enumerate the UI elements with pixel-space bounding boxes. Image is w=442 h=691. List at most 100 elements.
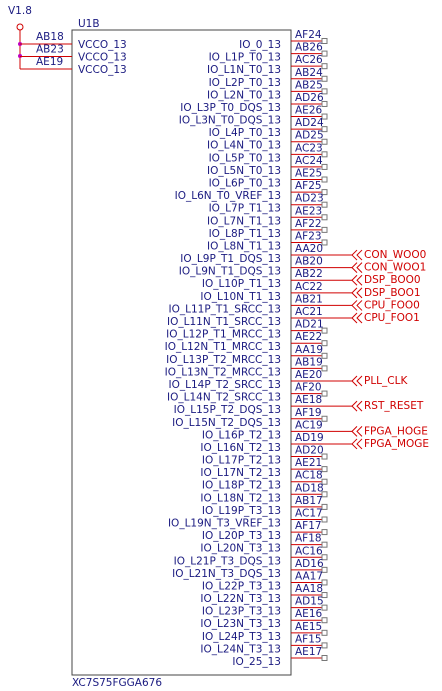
pin-number: AC16 xyxy=(295,545,323,557)
pin-number: AA20 xyxy=(295,243,323,255)
pin-number: AC19 xyxy=(295,419,323,431)
pin-number: AE25 xyxy=(295,168,322,180)
no-connect xyxy=(321,189,328,196)
pin-number: AE18 xyxy=(295,394,322,406)
pin-name: IO_L19P_T3_13 xyxy=(202,505,281,517)
pin-number: AA19 xyxy=(295,344,323,356)
pin-name: IO_L24N_T3_13 xyxy=(200,643,281,655)
pin-name: IO_L3N_T0_DQS_13 xyxy=(179,115,281,127)
net-flag xyxy=(351,375,363,387)
no-connect xyxy=(321,554,328,561)
pin-name: IO_L1N_T0_13 xyxy=(207,64,281,76)
pin-name: IO_L8P_T1_13 xyxy=(209,228,281,240)
net-flag xyxy=(351,425,363,437)
pin-name: IO_L12N_T1_MRCC_13 xyxy=(165,341,281,353)
pin-name: IO_L6N_T0_VREF_13 xyxy=(175,190,281,202)
no-connect xyxy=(321,63,328,70)
pin-number: AF22 xyxy=(295,218,322,230)
pin-number: AF24 xyxy=(295,29,322,41)
no-connect xyxy=(321,50,328,57)
pin-name: IO_L23N_T3_13 xyxy=(200,618,281,630)
pin-name: IO_L11N_T1_SRCC_13 xyxy=(167,316,281,328)
no-connect xyxy=(321,629,328,636)
no-connect xyxy=(321,503,328,510)
pin-name: IO_L4P_T0_13 xyxy=(209,127,281,139)
net-flag xyxy=(351,312,363,324)
no-connect xyxy=(321,151,328,158)
pin-name: IO_25_13 xyxy=(232,656,281,668)
pin-number: AD19 xyxy=(295,432,324,444)
no-connect xyxy=(321,604,328,611)
pin-number: AC26 xyxy=(295,54,323,66)
pin-number: AD23 xyxy=(295,193,324,205)
pin-name: IO_L22P_T3_13 xyxy=(202,580,281,592)
pin-name: IO_L9P_T1_DQS_13 xyxy=(180,253,281,265)
pin-number: AD24 xyxy=(295,117,324,129)
pin-name: IO_L20N_T3_13 xyxy=(200,543,281,555)
pin-name: IO_L10P_T1_13 xyxy=(202,278,281,290)
pin-name: IO_L14N_T2_SRCC_13 xyxy=(167,392,281,404)
pin-number: AD25 xyxy=(295,130,324,142)
pin-number: AE16 xyxy=(295,608,322,620)
pin-number: AF23 xyxy=(295,230,322,242)
net-label: DSP_BOO1 xyxy=(364,287,421,299)
no-connect xyxy=(321,201,328,208)
pin-name: IO_L14P_T2_SRCC_13 xyxy=(169,379,281,391)
pin-number: AA17 xyxy=(295,570,323,582)
component-body xyxy=(71,29,292,676)
pin-number: AB17 xyxy=(295,495,323,507)
pin-number: AB19 xyxy=(295,356,323,368)
no-connect xyxy=(321,75,328,82)
net-label: DSP_BOO0 xyxy=(364,274,421,286)
no-connect xyxy=(321,38,328,44)
pin-number: AF25 xyxy=(295,180,322,192)
net-label: CON_WOO1 xyxy=(364,262,426,274)
pin-name: IO_L20P_T3_13 xyxy=(202,530,281,542)
pin-number: AE26 xyxy=(295,105,322,117)
no-connect xyxy=(321,365,328,372)
pin-name: IO_L24P_T3_13 xyxy=(202,631,281,643)
pin-number: AC23 xyxy=(295,142,323,154)
pin-name: IO_L22N_T3_13 xyxy=(200,593,281,605)
pin-name: IO_L13N_T2_MRCC_13 xyxy=(165,366,281,378)
pin-number: AD18 xyxy=(295,482,324,494)
pin-number: AE20 xyxy=(295,369,322,381)
pin-number: AB18 xyxy=(36,31,64,43)
pin-name: IO_L5N_T0_13 xyxy=(207,165,281,177)
pin-name: IO_L3P_T0_DQS_13 xyxy=(180,102,281,114)
no-connect xyxy=(321,390,328,397)
pin-name: IO_L10N_T1_13 xyxy=(200,291,281,303)
pin-name: IO_L6P_T0_13 xyxy=(209,178,281,190)
no-connect xyxy=(321,88,328,95)
pin-name: IO_L19N_T3_VREF_13 xyxy=(168,517,281,529)
net-label: RST_RESET xyxy=(364,400,424,412)
net-flag xyxy=(351,287,363,299)
pin-name: IO_L1P_T0_13 xyxy=(209,52,281,64)
pin-number: AE15 xyxy=(295,621,322,633)
no-connect xyxy=(321,592,328,599)
net-flag xyxy=(351,300,363,311)
pin-number: AE17 xyxy=(295,646,322,658)
pin-number: AC18 xyxy=(295,470,323,482)
pin-name: IO_0_13 xyxy=(239,39,281,51)
pin-name: IO_L7P_T1_13 xyxy=(209,203,281,215)
pin-name: IO_L15P_T2_DQS_13 xyxy=(174,404,281,416)
pin-name: IO_L18N_T2_13 xyxy=(200,492,281,504)
net-flag xyxy=(351,438,363,450)
pin-number: AB22 xyxy=(295,268,323,280)
no-connect xyxy=(321,529,328,536)
pin-number: AD20 xyxy=(295,445,324,457)
pin-number: AC24 xyxy=(295,155,323,167)
pin-name: IO_L21P_T3_DQS_13 xyxy=(174,555,281,567)
no-connect xyxy=(321,327,328,334)
no-connect xyxy=(321,100,328,107)
net-flag xyxy=(351,262,363,274)
no-connect xyxy=(321,478,328,485)
no-connect xyxy=(321,566,328,573)
pin-name: VCCO_13 xyxy=(78,64,127,76)
net-flag xyxy=(351,249,363,261)
no-connect xyxy=(321,579,328,586)
pin-number: AB24 xyxy=(295,67,323,79)
no-connect xyxy=(321,163,328,170)
pin-number: AB20 xyxy=(295,256,323,268)
